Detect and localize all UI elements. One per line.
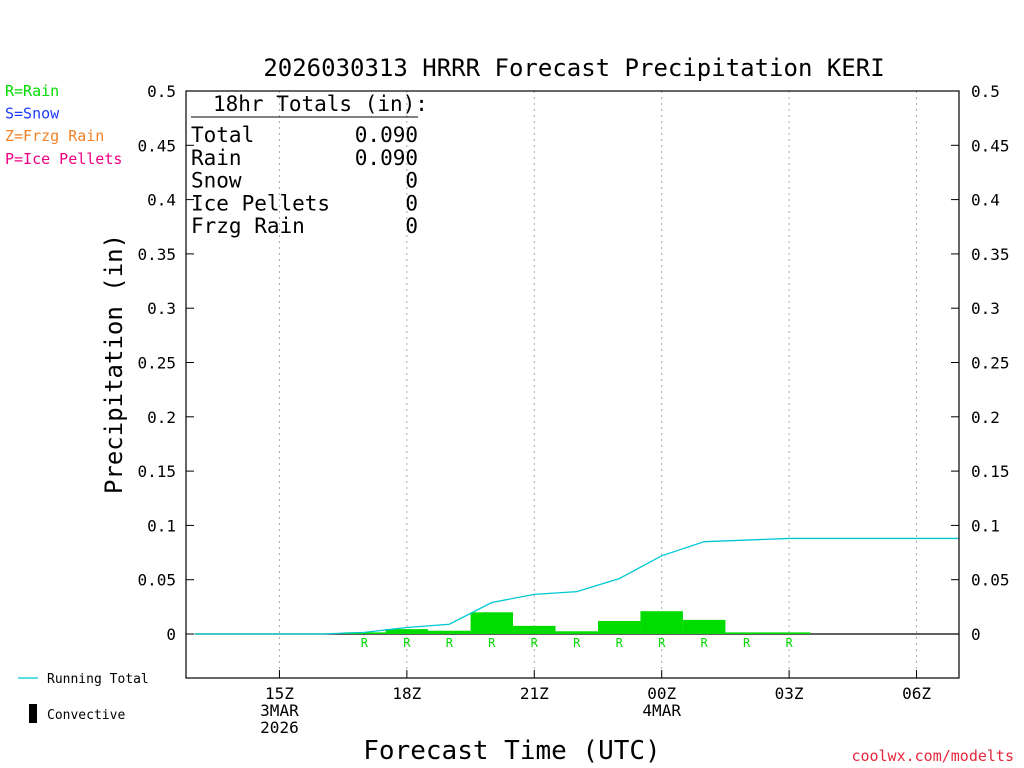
- precip-type-label-1: R: [403, 636, 411, 650]
- legend-item-0: R=Rain: [5, 82, 59, 100]
- y-tick-label-right-5: 0.25: [971, 354, 1010, 373]
- running-total-polyline: [194, 537, 959, 635]
- y-tick-label-right-9: 0.05: [971, 571, 1010, 590]
- legend-item-2: Z=Frzg Rain: [5, 127, 104, 145]
- y-tick-label-right-3: 0.35: [971, 245, 1010, 264]
- running-total-key: Running Total: [18, 672, 149, 687]
- bar-4: [513, 625, 556, 634]
- running-total-key-label: Running Total: [47, 672, 149, 687]
- totals-value-2: 0: [405, 169, 418, 193]
- totals-label-3: Ice Pellets: [191, 191, 330, 215]
- y-tick-label-right-0: 0.5: [971, 82, 1000, 101]
- x-tick-label-0-0: 15Z: [265, 684, 294, 703]
- totals-heading: 18hr Totals (in):: [213, 92, 428, 116]
- totals-label-0: Total: [191, 123, 254, 147]
- x-tick-label-0-1: 3MAR: [260, 701, 299, 720]
- precip-type-label-0: R: [361, 636, 369, 650]
- bar-8: [682, 619, 726, 634]
- bar-5: [555, 631, 598, 634]
- bar-10: [767, 632, 811, 634]
- y-tick-label-right-2: 0.4: [971, 191, 1000, 210]
- precip-type-legend: R=Rain S=Snow Z=Frzg Rain P=Ice Pellets: [5, 82, 122, 168]
- precip-type-label-4: R: [531, 636, 539, 650]
- convective-key-label: Convective: [47, 708, 125, 723]
- y-axis-left: 0.5 0.45 0.4 0.35 0.3 0.25 0.2 0.15 0.1 0.05 0: [137, 82, 194, 644]
- y-tick-label-right-7: 0.15: [971, 462, 1010, 481]
- plot-frame: [185, 90, 960, 679]
- precip-type-label-7: R: [658, 636, 666, 650]
- x-tick-label-3-0: 00Z: [647, 684, 676, 703]
- totals-label-1: Rain: [191, 146, 242, 170]
- running-total-line: [194, 537, 959, 635]
- y-tick-label-left-3: 0.35: [137, 245, 176, 264]
- y-tick-label-right-10: 0: [971, 625, 981, 644]
- totals-box: 18hr Totals (in): Total 0.090 Rain 0.090 Sno…: [191, 92, 428, 238]
- totals-label-4: Frzg Rain: [191, 214, 305, 238]
- legend-item-3: P=Ice Pellets: [5, 150, 122, 168]
- credit-link: coolwx.com/modelts: [851, 747, 1014, 765]
- bar-7: [640, 611, 683, 634]
- y-tick-label-left-1: 0.45: [137, 136, 176, 155]
- y-tick-label-right-8: 0.1: [971, 516, 1000, 535]
- totals-value-0: 0.090: [355, 123, 418, 147]
- legend-item-1: S=Snow: [5, 105, 60, 123]
- bar-9: [725, 632, 768, 634]
- precip-type-label-10: R: [785, 636, 793, 650]
- precip-type-label-5: R: [573, 636, 581, 650]
- x-axis-title: Forecast Time (UTC): [363, 736, 660, 766]
- y-tick-label-left-0: 0.5: [147, 82, 176, 101]
- precip-type-label-3: R: [488, 636, 496, 650]
- y-tick-label-left-10: 0: [166, 625, 176, 644]
- y-tick-label-right-1: 0.45: [971, 136, 1010, 155]
- y-tick-label-left-7: 0.15: [137, 462, 176, 481]
- totals-value-3: 0: [405, 191, 418, 215]
- y-tick-label-left-6: 0.2: [147, 408, 176, 427]
- bar-2: [428, 630, 471, 634]
- y-tick-label-left-5: 0.25: [137, 354, 176, 373]
- gridlines: [194, 91, 959, 678]
- bar-0: [343, 632, 386, 634]
- y-tick-label-right-4: 0.3: [971, 299, 1000, 318]
- y-tick-label-left-2: 0.4: [147, 191, 176, 210]
- y-tick-label-left-8: 0.1: [147, 516, 176, 535]
- precip-type-label-9: R: [743, 636, 751, 650]
- precip-type-label-2: R: [446, 636, 454, 650]
- totals-value-4: 0: [405, 214, 418, 238]
- y-tick-label-right-6: 0.2: [971, 408, 1000, 427]
- chart-title: 2026030313 HRRR Forecast Precipitation K…: [263, 54, 884, 82]
- precip-type-label-6: R: [616, 636, 624, 650]
- totals-value-1: 0.090: [355, 146, 418, 170]
- y-axis-right: 0.5 0.45 0.4 0.35 0.3 0.25 0.2 0.15 0.1 0.05 0: [951, 82, 1010, 644]
- x-tick-label-5-0: 06Z: [902, 684, 931, 703]
- bar-3: [470, 612, 514, 634]
- totals-label-2: Snow: [191, 169, 242, 193]
- x-tick-label-3-1: 4MAR: [642, 701, 681, 720]
- x-tick-label-4-0: 03Z: [775, 684, 804, 703]
- x-tick-label-0-2: 2026: [260, 718, 299, 737]
- x-tick-label-2-0: 21Z: [520, 684, 549, 703]
- bar-1: [385, 629, 429, 634]
- precip-type-label-8: R: [701, 636, 709, 650]
- convective-key: Convective: [29, 704, 125, 723]
- convective-key-swatch: [29, 704, 37, 723]
- bars: [343, 611, 811, 634]
- y-tick-label-left-4: 0.3: [147, 299, 176, 318]
- y-axis-title: Precipitation (in): [100, 234, 128, 494]
- bar-6: [597, 620, 641, 634]
- y-tick-label-left-9: 0.05: [137, 571, 176, 590]
- x-tick-label-1-0: 18Z: [392, 684, 421, 703]
